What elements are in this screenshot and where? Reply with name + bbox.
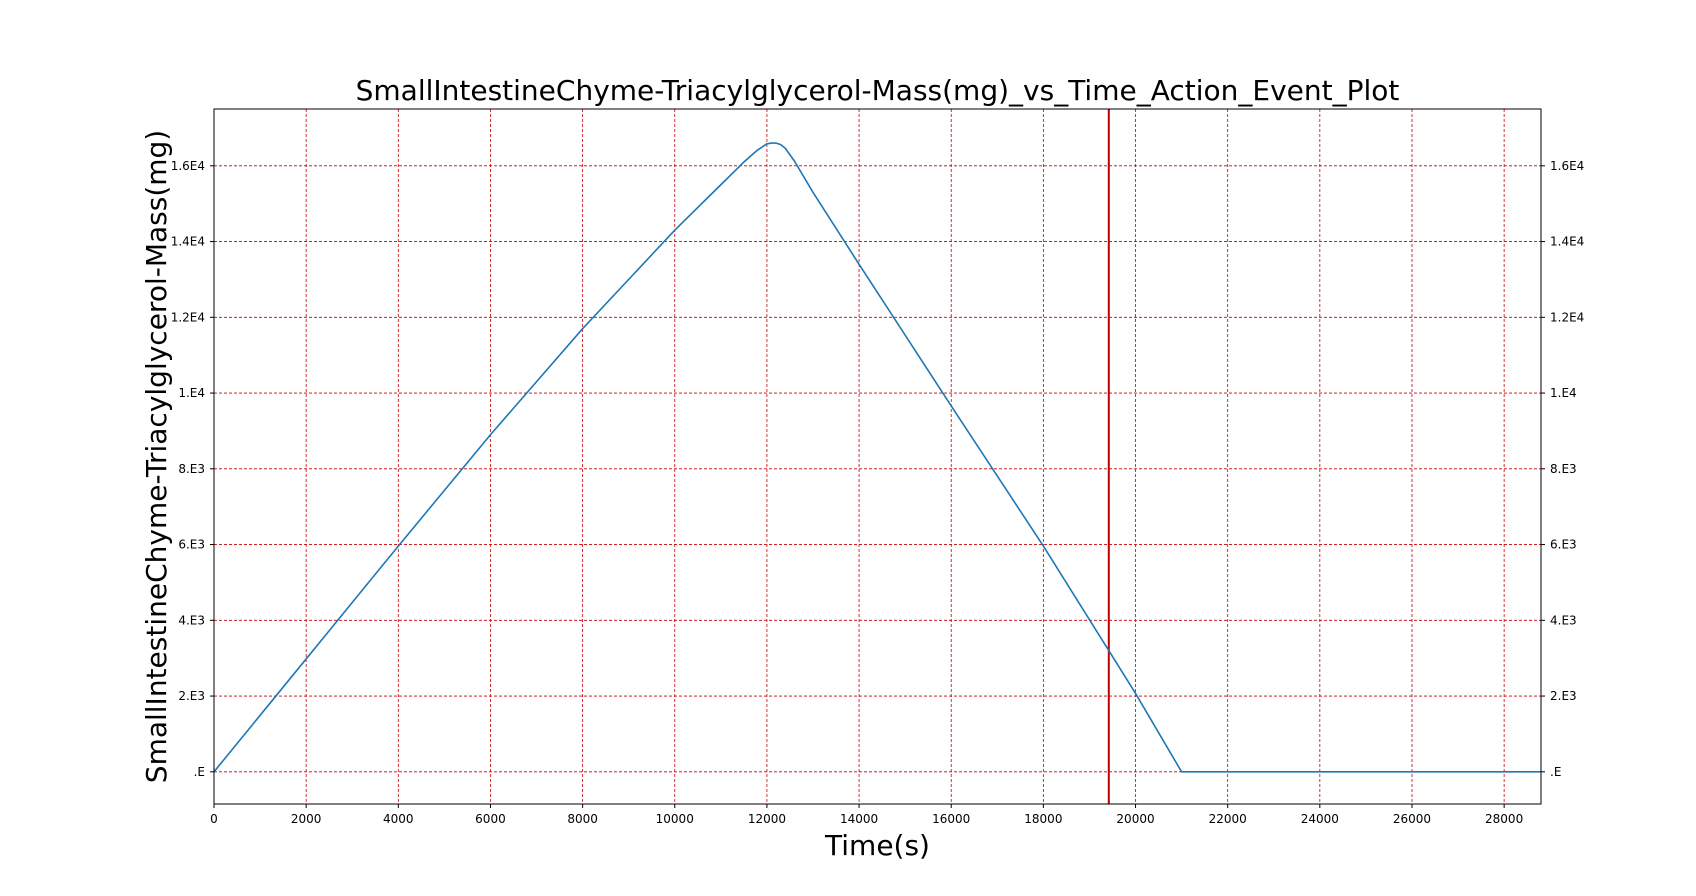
x-tick-label: 6000 (475, 812, 506, 826)
y-tick-label-right: 1.E4 (1550, 386, 1577, 400)
y-tick-label-left: 1.2E4 (171, 310, 205, 324)
series-layer (213, 142, 1541, 773)
y-axis-ticks: .E .E 2.E3 2.E3 4.E3 4.E3 6.E3 6.E3 8.E3 8.E3 1.E4… (171, 159, 1585, 779)
y-tick-label-right: 1.4E4 (1550, 235, 1584, 249)
y-tick-label-right: 6.E3 (1550, 538, 1577, 552)
y-tick-label-right: 1.6E4 (1550, 159, 1584, 173)
y-tick-label-left: 1.6E4 (171, 159, 205, 173)
y-tick-label-left: 2.E3 (178, 689, 205, 703)
y-tick-label-left: 4.E3 (178, 613, 205, 627)
x-tick-label: 8000 (567, 812, 598, 826)
x-axis-label: Time(s) (824, 829, 930, 862)
x-axis-ticks: 0 2000 4000 6000 8000 10000 12000 14000 16000 180… (210, 804, 1523, 826)
y-tick-label-right: 4.E3 (1550, 613, 1577, 627)
chart-title: SmallIntestineChyme-Triacylglycerol-Mass… (356, 74, 1400, 107)
x-tick-label: 20000 (1116, 812, 1154, 826)
y-tick-label-left: 1.E4 (178, 386, 205, 400)
x-tick-label: 12000 (748, 812, 786, 826)
x-tick-label: 10000 (656, 812, 694, 826)
x-tick-label: 4000 (383, 812, 414, 826)
x-tick-label: 2000 (291, 812, 322, 826)
y-tick-label-right: 8.E3 (1550, 462, 1577, 476)
series-line (213, 142, 1541, 773)
x-tick-label: 14000 (840, 812, 878, 826)
x-tick-label: 18000 (1024, 812, 1062, 826)
plot-area-frame (213, 108, 1542, 805)
x-tick-label: 22000 (1209, 812, 1247, 826)
x-tick-label: 0 (210, 812, 218, 826)
x-tick-label: 28000 (1485, 812, 1523, 826)
y-tick-label-right: 1.2E4 (1550, 310, 1584, 324)
x-tick-label: 26000 (1393, 812, 1431, 826)
y-tick-label-left: 8.E3 (178, 462, 205, 476)
y-tick-label-right: .E (1550, 765, 1561, 779)
y-tick-label-right: 2.E3 (1550, 689, 1577, 703)
y-tick-label-left: .E (194, 765, 205, 779)
y-tick-label-left: 1.4E4 (171, 235, 205, 249)
x-tick-label: 24000 (1301, 812, 1339, 826)
y-axis-label: SmallIntestineChyme-Triacylglycerol-Mass… (140, 130, 173, 783)
y-tick-label-left: 6.E3 (178, 538, 205, 552)
x-tick-label: 16000 (932, 812, 970, 826)
